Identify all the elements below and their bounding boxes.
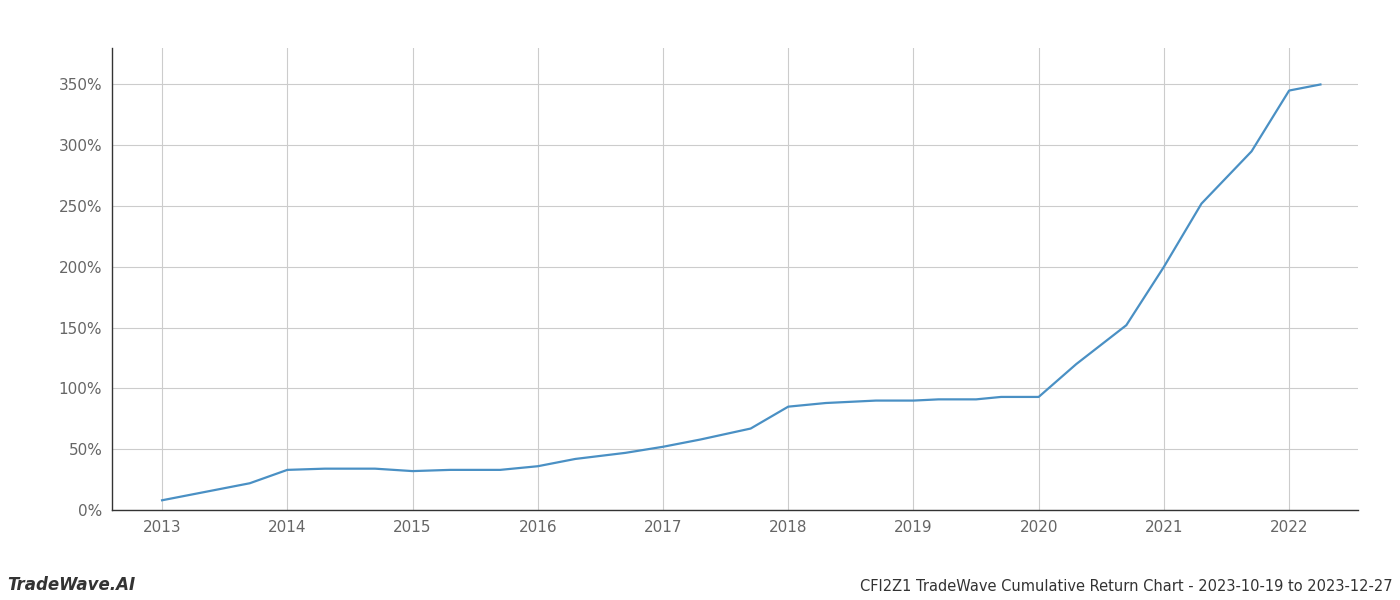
- Text: CFI2Z1 TradeWave Cumulative Return Chart - 2023-10-19 to 2023-12-27: CFI2Z1 TradeWave Cumulative Return Chart…: [861, 579, 1393, 594]
- Text: TradeWave.AI: TradeWave.AI: [7, 576, 136, 594]
